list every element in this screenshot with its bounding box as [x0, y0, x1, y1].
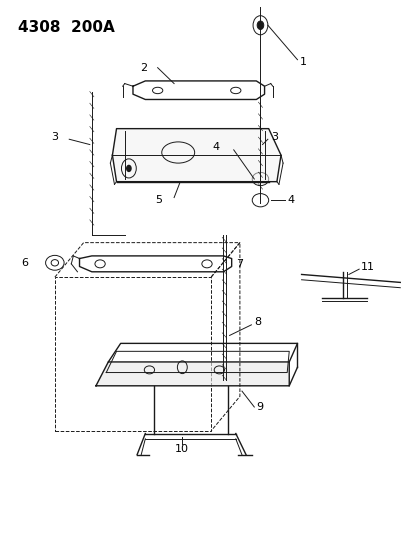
Text: 8: 8 [254, 317, 261, 327]
Text: 4: 4 [212, 142, 219, 152]
Polygon shape [96, 362, 289, 386]
Text: 5: 5 [154, 195, 161, 205]
Text: 3: 3 [51, 132, 57, 142]
Circle shape [126, 165, 131, 172]
Polygon shape [112, 128, 280, 182]
Text: 4: 4 [287, 195, 294, 205]
Text: 11: 11 [360, 262, 374, 271]
Bar [55, 277, 211, 431]
Circle shape [256, 21, 263, 29]
Text: 10: 10 [175, 445, 189, 455]
Text: 6: 6 [21, 258, 28, 268]
Text: 4308  200A: 4308 200A [18, 20, 114, 35]
Text: 7: 7 [235, 259, 242, 269]
Text: 2: 2 [140, 63, 147, 72]
Text: 3: 3 [270, 132, 277, 142]
Text: 9: 9 [256, 402, 263, 412]
Text: 1: 1 [299, 58, 306, 67]
